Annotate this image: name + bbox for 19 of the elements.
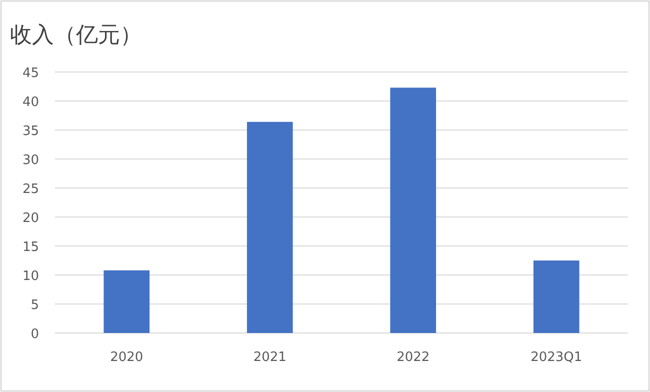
y-tick-label: 40 xyxy=(22,95,39,110)
x-tick-label: 2023Q1 xyxy=(530,350,582,365)
x-tick-label: 2021 xyxy=(253,350,286,365)
bar xyxy=(246,122,293,333)
bar xyxy=(104,270,150,333)
y-tick-label: 35 xyxy=(22,124,39,139)
y-tick-label: 15 xyxy=(22,240,39,255)
y-tick-label: 0 xyxy=(30,327,39,342)
bar xyxy=(533,260,580,333)
y-tick-label: 5 xyxy=(30,298,39,313)
y-tick-label: 20 xyxy=(22,211,39,226)
chart-title: 收入（亿元） xyxy=(10,23,142,48)
x-tick-label: 2020 xyxy=(110,350,144,365)
y-tick-label: 45 xyxy=(22,66,39,81)
bar xyxy=(390,88,436,333)
x-tick-label: 2022 xyxy=(396,350,430,365)
y-tick-label: 25 xyxy=(22,182,39,197)
y-tick-label: 10 xyxy=(22,269,39,284)
y-tick-label: 30 xyxy=(22,153,39,168)
